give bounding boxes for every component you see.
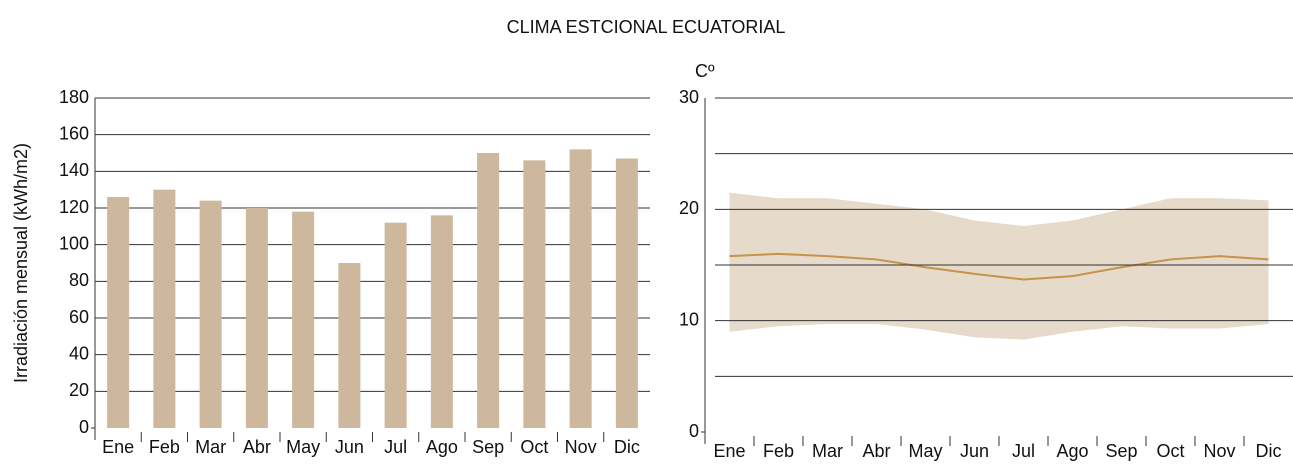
y-tick-label: 40: [69, 343, 89, 363]
x-tick-label: May: [908, 441, 942, 461]
x-tick-label: Ene: [713, 441, 745, 461]
y-tick-label: 140: [59, 160, 89, 180]
range-band: [729, 192, 1269, 340]
y-tick-label: 180: [59, 87, 89, 107]
y-axis-label: Irradiación mensual (kWh/m2): [11, 143, 31, 383]
bar: [199, 200, 222, 428]
x-tick-label: Jul: [1012, 441, 1035, 461]
bar: [153, 189, 176, 428]
x-tick-label: Feb: [149, 437, 180, 457]
x-tick-label: Mar: [195, 437, 226, 457]
x-tick-label: Nov: [1203, 441, 1235, 461]
x-tick-label: Jun: [335, 437, 364, 457]
bar: [245, 208, 268, 428]
bar: [338, 263, 361, 428]
y-tick-label: 0: [79, 417, 89, 437]
x-tick-label: Ago: [1056, 441, 1088, 461]
x-tick-label: Feb: [763, 441, 794, 461]
x-tick-label: Jul: [384, 437, 407, 457]
line: [729, 252, 1269, 281]
y-tick-label: 160: [59, 123, 89, 143]
x-tick-label: Abr: [862, 441, 890, 461]
x-tick-label: Oct: [1156, 441, 1184, 461]
x-tick-label: May: [286, 437, 320, 457]
y-tick-label: 120: [59, 197, 89, 217]
bar: [569, 149, 592, 429]
bar: [384, 222, 407, 428]
x-tick-label: Mar: [812, 441, 843, 461]
bar: [292, 211, 315, 428]
x-tick-label: Sep: [472, 437, 504, 457]
x-tick-label: Dic: [1256, 441, 1282, 461]
bar: [107, 197, 130, 428]
x-tick-label: Ene: [102, 437, 134, 457]
y-tick-label: 0: [689, 421, 699, 441]
bar: [430, 215, 453, 428]
x-tick-label: Sep: [1105, 441, 1137, 461]
x-tick-label: Jun: [960, 441, 989, 461]
y-tick-label: 30: [679, 87, 699, 107]
chart-title: CLIMA ESTCIONAL ECUATORIAL: [507, 17, 786, 37]
y-axis-label: Cº: [695, 61, 715, 81]
bar: [477, 153, 500, 428]
x-tick-label: Nov: [565, 437, 597, 457]
bar: [523, 160, 546, 429]
y-tick-label: 60: [69, 307, 89, 327]
y-tick-label: 20: [69, 380, 89, 400]
y-tick-label: 20: [679, 198, 699, 218]
x-tick-label: Dic: [614, 437, 640, 457]
bar: [615, 158, 638, 428]
y-tick-label: 100: [59, 233, 89, 253]
y-tick-label: 10: [679, 309, 699, 329]
y-tick-label: 80: [69, 270, 89, 290]
x-tick-label: Abr: [243, 437, 271, 457]
x-tick-label: Oct: [520, 437, 548, 457]
x-tick-label: Ago: [426, 437, 458, 457]
